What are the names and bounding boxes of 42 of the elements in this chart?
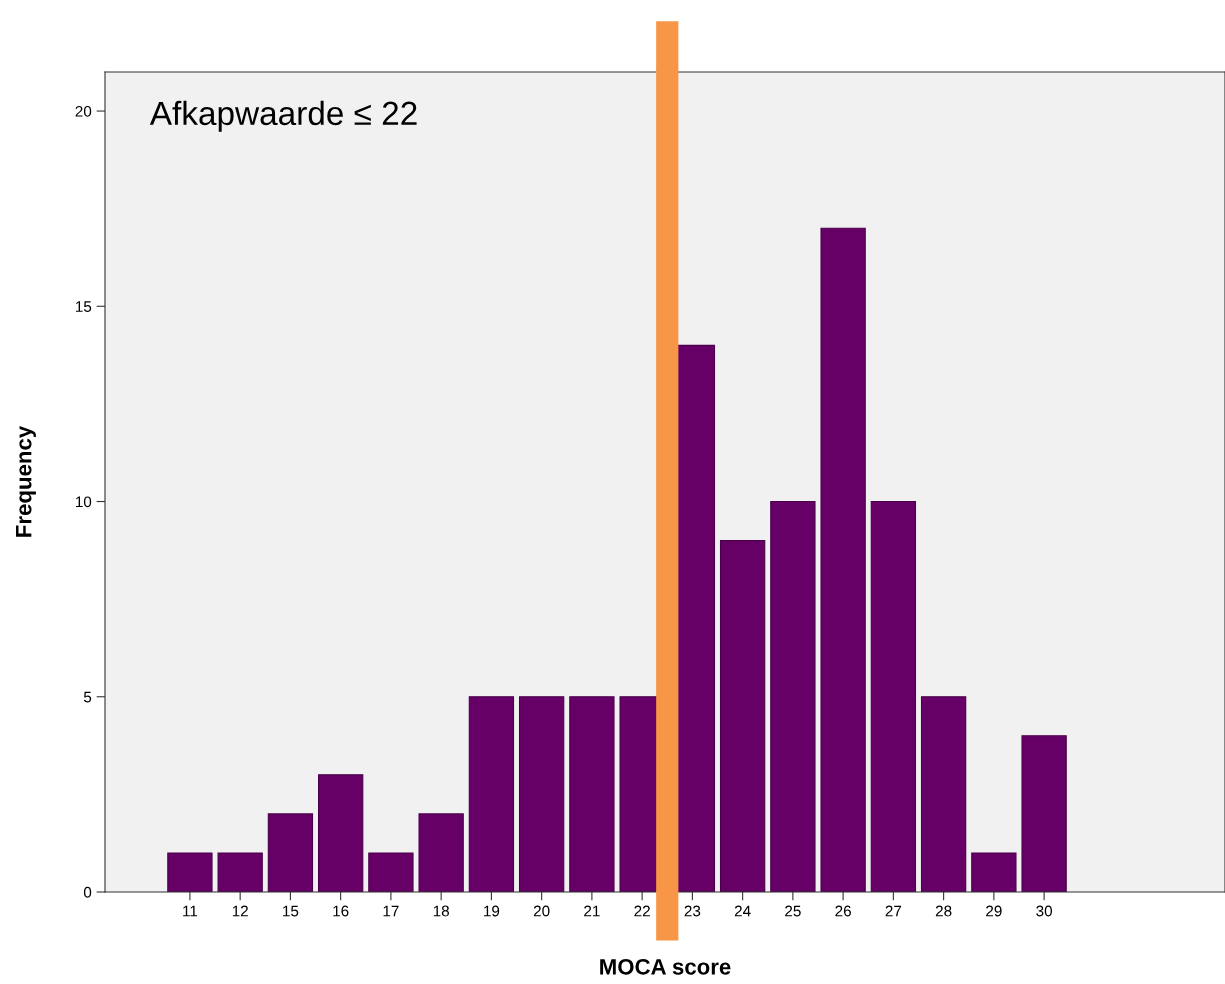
bar: [569, 696, 615, 892]
bar: [518, 696, 565, 892]
x-tick-label: 24: [734, 905, 751, 917]
y-tick-label: 5: [83, 691, 92, 703]
x-tick-label: 21: [584, 905, 600, 917]
x-tick-label: 28: [935, 905, 952, 917]
bar: [971, 852, 1017, 892]
bar: [217, 852, 263, 892]
bar: [770, 500, 816, 892]
x-tick-label: 23: [684, 905, 701, 917]
x-tick-label: 27: [885, 905, 902, 917]
y-tick-label: 0: [83, 886, 92, 898]
x-tick-label: 25: [785, 905, 801, 917]
x-tick-label: 20: [533, 905, 550, 917]
x-tick-label: 15: [283, 905, 299, 917]
bar: [468, 696, 515, 892]
x-tick-label: 22: [634, 905, 650, 917]
x-tick-label: 12: [232, 905, 248, 917]
annotation: Afkapwaarde ≤ 22: [149, 100, 417, 132]
bar: [1021, 735, 1067, 892]
x-tick-label: 16: [333, 905, 349, 917]
y-axis-title: Frequency: [16, 425, 36, 537]
x-tick-label: 26: [835, 905, 851, 917]
x-tick-label: 29: [986, 905, 1002, 917]
x-tick-label: 19: [484, 905, 500, 917]
bar: [870, 500, 917, 892]
bar: [418, 813, 464, 892]
x-tick-label: 11: [183, 905, 198, 917]
y-tick-label: 15: [75, 301, 92, 312]
x-axis-title: MOCA score: [600, 958, 731, 975]
bar: [719, 540, 766, 892]
bar: [820, 227, 866, 892]
y-tick-label: 20: [75, 105, 92, 117]
bar: [267, 813, 314, 892]
y-tick-label: 10: [75, 496, 92, 508]
bar: [167, 852, 213, 892]
x-tick-label: 30: [1036, 905, 1053, 917]
bar: [920, 696, 967, 892]
x-tick-label: 18: [433, 905, 449, 917]
bar: [317, 774, 364, 892]
x-tick-label: 17: [383, 905, 399, 917]
bar: [368, 852, 414, 892]
